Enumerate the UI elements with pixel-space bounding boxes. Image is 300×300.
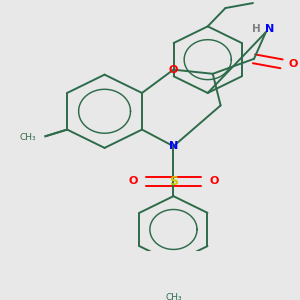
Text: O: O xyxy=(128,176,138,186)
Text: O: O xyxy=(289,59,298,69)
Text: N: N xyxy=(169,141,178,151)
Text: H: H xyxy=(252,24,260,34)
Text: CH₃: CH₃ xyxy=(19,134,36,142)
Text: O: O xyxy=(209,176,218,186)
Text: CH₃: CH₃ xyxy=(165,293,182,300)
Text: N: N xyxy=(265,24,274,34)
Text: S: S xyxy=(169,175,178,188)
Text: O: O xyxy=(169,64,178,75)
